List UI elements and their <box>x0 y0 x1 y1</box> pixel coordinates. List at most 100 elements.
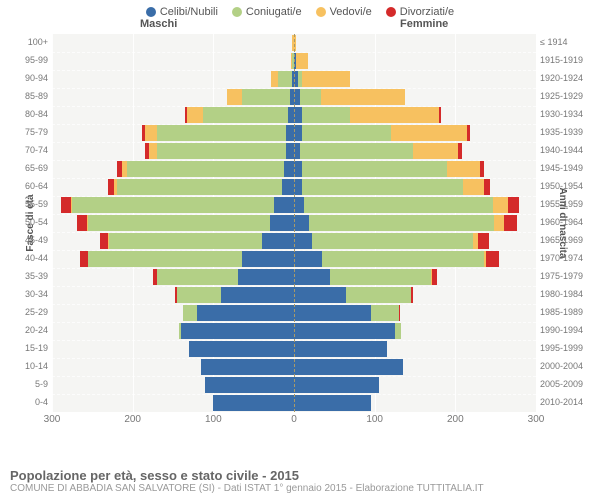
bar-male-married <box>72 197 274 213</box>
bar-male-widowed <box>145 125 157 141</box>
bar-female-single <box>294 215 309 231</box>
legend-swatch <box>146 7 156 17</box>
header-female: Femmine <box>400 18 448 30</box>
bar-female-married <box>395 323 401 339</box>
bar-female-divorced <box>508 197 519 213</box>
bar-male-married <box>177 287 221 303</box>
x-tick-label: 0 <box>291 414 297 425</box>
chart-title: Popolazione per età, sesso e stato civil… <box>10 468 484 483</box>
bar-male-single <box>238 269 294 285</box>
bar-male-divorced <box>100 233 108 249</box>
age-label: 95-99 <box>14 56 48 65</box>
x-tick-label: 300 <box>528 414 545 425</box>
birth-year-label: 1970-1974 <box>540 254 583 263</box>
bar-male-married <box>203 107 288 123</box>
age-label: 100+ <box>14 38 48 47</box>
age-label: 30-34 <box>14 290 48 299</box>
bar-male-divorced <box>77 215 87 231</box>
legend-item: Celibi/Nubili <box>146 6 218 18</box>
bar-female-single <box>294 377 379 393</box>
age-label: 40-44 <box>14 254 48 263</box>
bar-male-single <box>282 179 294 195</box>
bar-male-single <box>189 341 294 357</box>
age-label: 20-24 <box>14 326 48 335</box>
birth-year-label: 1965-1969 <box>540 236 583 245</box>
bar-female-single <box>294 107 302 123</box>
bar-female-single <box>294 197 304 213</box>
center-line <box>294 34 295 412</box>
bar-female-married <box>330 269 431 285</box>
bar-male-married <box>183 305 198 321</box>
birth-year-label: 1930-1934 <box>540 110 583 119</box>
bar-female-single <box>294 179 302 195</box>
bar-female-widowed <box>350 107 439 123</box>
bar-female-single <box>294 305 371 321</box>
bar-male-divorced <box>142 125 144 141</box>
bar-female-single <box>294 251 322 267</box>
birth-year-label: 1925-1929 <box>540 92 583 101</box>
bar-male-single <box>181 323 294 339</box>
bar-female-widowed <box>493 197 508 213</box>
bar-male-divorced <box>145 143 149 159</box>
bar-female-divorced <box>467 125 469 141</box>
birth-year-label: 1915-1919 <box>540 56 583 65</box>
bar-female-widowed <box>463 179 483 195</box>
bar-male-married <box>157 125 286 141</box>
bar-female-single <box>294 395 371 411</box>
bar-female-widowed <box>391 125 468 141</box>
bar-male-divorced <box>108 179 114 195</box>
bar-female-divorced <box>486 251 499 267</box>
age-label: 55-59 <box>14 200 48 209</box>
birth-year-label: 1990-1994 <box>540 326 583 335</box>
plot-area <box>52 34 536 412</box>
bar-male-single <box>286 143 294 159</box>
bar-male-married <box>179 323 181 339</box>
birth-year-label: 1995-1999 <box>540 344 583 353</box>
bar-female-widowed <box>296 53 308 69</box>
bar-female-single <box>294 125 302 141</box>
birth-year-label: 1955-1959 <box>540 200 583 209</box>
bar-male-married <box>117 179 282 195</box>
bar-female-divorced <box>432 269 437 285</box>
bar-male-widowed <box>87 215 89 231</box>
gridline <box>536 34 537 412</box>
age-label: 10-14 <box>14 362 48 371</box>
bar-male-single <box>197 305 294 321</box>
birth-year-label: 1950-1954 <box>540 182 583 191</box>
bar-female-widowed <box>413 143 457 159</box>
bar-female-widowed <box>494 215 504 231</box>
bar-male-single <box>286 125 294 141</box>
bar-male-widowed <box>271 71 277 87</box>
bar-female-married <box>302 161 447 177</box>
bar-male-single <box>284 161 294 177</box>
age-label: 65-69 <box>14 164 48 173</box>
bar-male-widowed <box>227 89 242 105</box>
bar-female-single <box>294 233 312 249</box>
bar-female-married <box>302 125 391 141</box>
birth-year-label: 1960-1964 <box>540 218 583 227</box>
age-label: 25-29 <box>14 308 48 317</box>
bar-male-divorced <box>80 251 88 267</box>
bar-male-widowed <box>187 107 203 123</box>
age-label: 75-79 <box>14 128 48 137</box>
footer: Popolazione per età, sesso e stato civil… <box>10 468 484 494</box>
legend-label: Celibi/Nubili <box>160 6 218 18</box>
age-label: 0-4 <box>14 398 48 407</box>
bar-female-married <box>322 251 483 267</box>
legend-item: Divorziati/e <box>386 6 454 18</box>
birth-year-label: 1920-1924 <box>540 74 583 83</box>
age-label: 15-19 <box>14 344 48 353</box>
bar-male-widowed <box>122 161 127 177</box>
bar-female-divorced <box>411 287 413 303</box>
legend-item: Vedovi/e <box>316 6 372 18</box>
bar-male-married <box>127 161 284 177</box>
bar-male-divorced <box>153 269 157 285</box>
bar-male-single <box>274 197 294 213</box>
x-tick-label: 100 <box>366 414 383 425</box>
chart-subtitle: COMUNE DI ABBADIA SAN SALVATORE (SI) - D… <box>10 483 484 494</box>
birth-year-label: ≤ 1914 <box>540 38 567 47</box>
legend-label: Divorziati/e <box>400 6 454 18</box>
bar-female-divorced <box>439 107 441 123</box>
pyramid-chart: Fasce di età Anni di nascita 100+≤ 19149… <box>0 34 600 412</box>
legend: Celibi/NubiliConiugati/eVedovi/eDivorzia… <box>0 0 600 18</box>
